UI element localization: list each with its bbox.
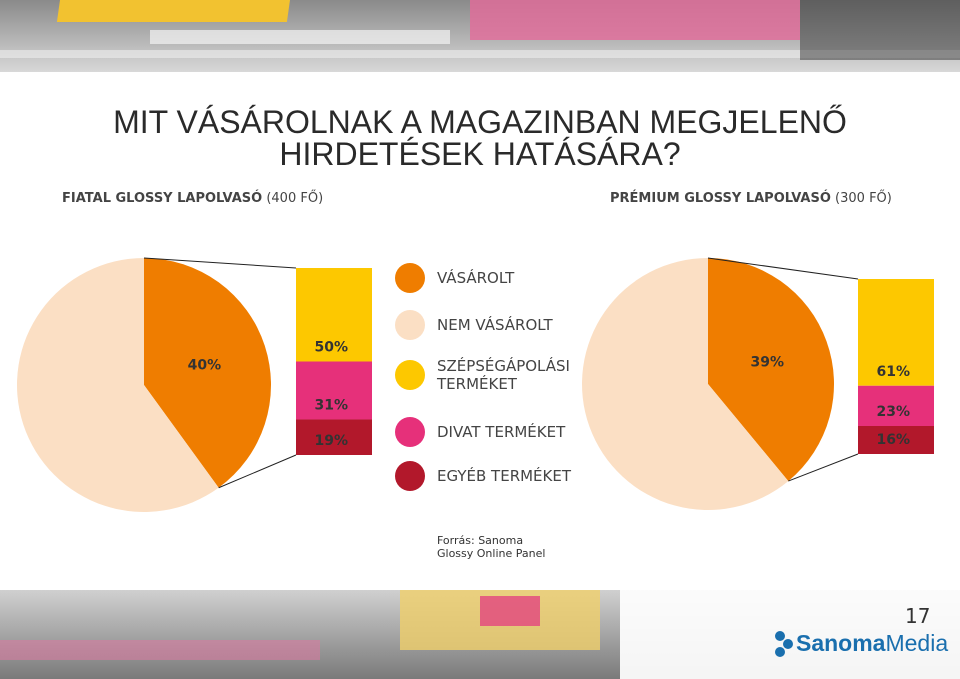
legend-marker [395,360,425,390]
panel-subtitle: FIATAL GLOSSY LAPOLVASÓ (400 FŐ) [62,191,323,206]
page-number: 17 [905,604,931,628]
top-photo [0,0,960,72]
pie-slice [16,258,219,513]
subtitle-bold: FIATAL GLOSSY LAPOLVASÓ [62,191,263,206]
legend-label: VÁSÁROLT [437,269,515,287]
pie-slice [582,258,789,510]
pie-slice [144,258,271,488]
panel-subtitle: PRÉMIUM GLOSSY LAPOLVASÓ (300 FŐ) [610,191,892,206]
bar-segment [296,268,372,362]
connector [788,453,859,482]
legend-marker [395,417,425,447]
bar-segment [858,385,934,426]
legend-marker [395,461,425,491]
logo-icon [775,631,785,641]
connector [707,257,859,280]
bar-label: 23% [876,404,910,420]
legend-label: NEM VÁSÁROLT [437,316,553,334]
connector [143,257,297,269]
bar-label: 16% [876,432,910,448]
subtitle-bold: PRÉMIUM GLOSSY LAPOLVASÓ [610,191,831,206]
legend-label: EGYÉB TERMÉKET [437,467,572,485]
bottom-photo [0,590,960,679]
connector [218,454,297,489]
logo-rest: Media [885,630,949,656]
bar-segment [858,426,934,454]
bar-segment [296,419,372,455]
bar-label: 50% [314,340,348,356]
subtitle-rest: (300 FŐ) [835,191,892,206]
bar-label: 19% [314,433,348,449]
logo-icon [775,647,785,657]
legend-marker [395,263,425,293]
logo: SanomaMedia [796,630,948,657]
slide-title: MIT VÁSÁROLNAK A MAGAZINBAN MEGJELENŐ HI… [113,104,847,172]
logo-icon [783,639,793,649]
bar-segment [296,361,372,420]
legend-marker [395,310,425,340]
source: Forrás: Sanoma Glossy Online Panel [437,534,546,560]
subtitle-rest: (400 FŐ) [266,191,324,206]
pie-slice [708,258,835,482]
logo-bold: Sanoma [796,630,886,656]
bar-label: 31% [314,397,348,413]
legend-label: SZÉPSÉGÁPOLÁSI TERMÉKET [437,357,570,393]
pie-label: 39% [751,355,785,371]
legend-label: DIVAT TERMÉKET [437,423,566,441]
bar-segment [858,279,934,386]
bar-label: 61% [876,364,910,380]
pie-label: 40% [188,357,222,373]
